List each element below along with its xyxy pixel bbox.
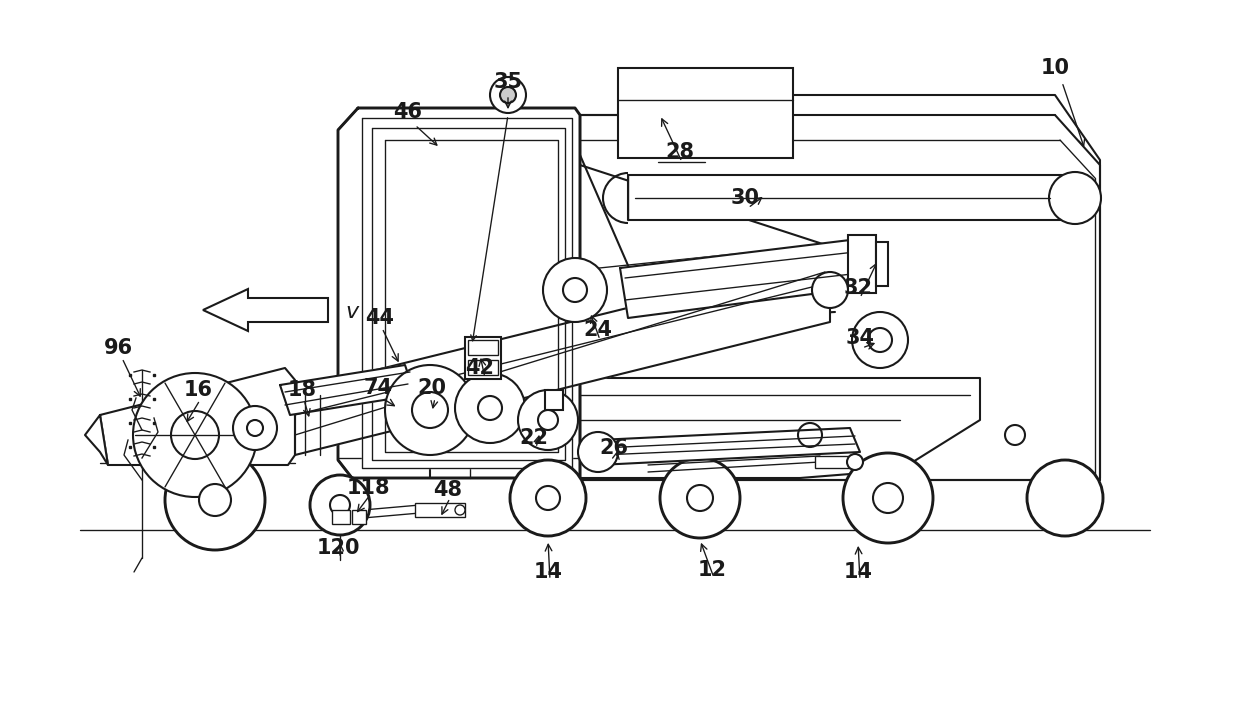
Circle shape (165, 450, 265, 550)
Text: 22: 22 (520, 428, 548, 448)
Circle shape (538, 410, 558, 430)
Circle shape (384, 365, 475, 455)
Circle shape (868, 328, 892, 352)
Bar (467, 340, 498, 355)
Circle shape (687, 485, 713, 511)
Polygon shape (384, 140, 558, 452)
Polygon shape (86, 415, 108, 465)
Text: 74: 74 (363, 378, 393, 398)
Text: 44: 44 (366, 308, 394, 328)
Polygon shape (295, 258, 830, 455)
Bar (618, 68, 794, 158)
Text: 24: 24 (584, 320, 613, 340)
Bar (352, 510, 366, 524)
Text: 16: 16 (184, 380, 212, 400)
Text: 28: 28 (666, 142, 694, 162)
Text: 10: 10 (1040, 58, 1069, 78)
Polygon shape (580, 378, 980, 478)
Bar (332, 510, 350, 524)
Circle shape (171, 411, 219, 459)
Circle shape (133, 373, 257, 497)
Text: 42: 42 (465, 358, 495, 378)
Text: 48: 48 (434, 480, 463, 500)
Bar (465, 337, 501, 379)
Circle shape (873, 483, 903, 513)
Text: 18: 18 (288, 380, 316, 400)
Circle shape (233, 406, 277, 450)
Bar (875, 242, 888, 286)
Polygon shape (100, 368, 295, 465)
Polygon shape (430, 378, 580, 478)
Circle shape (852, 312, 908, 368)
Circle shape (455, 505, 465, 515)
Circle shape (799, 423, 822, 447)
Circle shape (578, 432, 618, 472)
Text: 14: 14 (843, 562, 873, 582)
Polygon shape (372, 128, 565, 460)
Circle shape (500, 87, 516, 103)
Circle shape (412, 392, 448, 428)
Bar (415, 503, 465, 517)
Polygon shape (620, 240, 858, 318)
Polygon shape (627, 175, 1080, 220)
Circle shape (563, 278, 587, 302)
Bar (467, 360, 498, 375)
Polygon shape (598, 428, 861, 465)
Circle shape (490, 77, 526, 113)
Text: 118: 118 (346, 478, 389, 498)
Circle shape (847, 454, 863, 470)
Circle shape (198, 484, 231, 516)
Circle shape (477, 396, 502, 420)
Text: 14: 14 (533, 562, 563, 582)
FancyArrow shape (203, 289, 329, 331)
Text: 32: 32 (843, 278, 873, 298)
Polygon shape (362, 118, 572, 468)
Text: 30: 30 (730, 188, 759, 208)
Text: 12: 12 (697, 560, 727, 580)
Polygon shape (280, 365, 415, 415)
Text: 20: 20 (418, 378, 446, 398)
Circle shape (510, 460, 587, 536)
Circle shape (247, 420, 263, 436)
Bar (546, 390, 563, 410)
Bar (848, 235, 875, 293)
Circle shape (455, 373, 525, 443)
Circle shape (1049, 172, 1101, 224)
Text: 34: 34 (846, 328, 874, 348)
Circle shape (1004, 425, 1025, 445)
Circle shape (330, 495, 350, 515)
Text: 26: 26 (599, 438, 629, 458)
Text: 35: 35 (494, 72, 522, 92)
Circle shape (536, 486, 560, 510)
Bar (815, 456, 861, 468)
Circle shape (812, 272, 848, 308)
Circle shape (518, 390, 578, 450)
Polygon shape (339, 108, 580, 478)
Text: 120: 120 (316, 538, 360, 558)
Text: 46: 46 (393, 102, 423, 122)
Text: v: v (345, 302, 358, 322)
Polygon shape (580, 95, 1100, 480)
Circle shape (660, 458, 740, 538)
Circle shape (843, 453, 932, 543)
Circle shape (543, 258, 608, 322)
Circle shape (1027, 460, 1104, 536)
Circle shape (310, 475, 370, 535)
Text: 96: 96 (103, 338, 133, 358)
